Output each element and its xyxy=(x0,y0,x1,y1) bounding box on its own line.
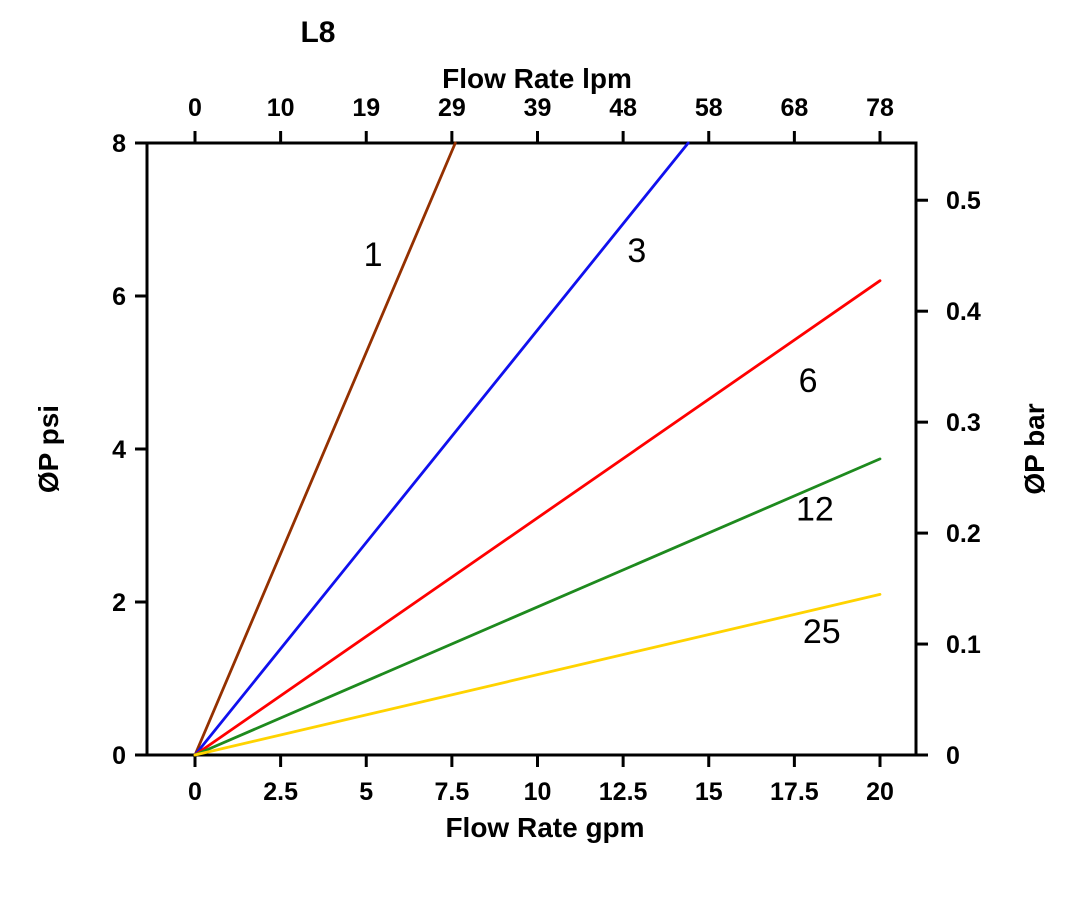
top-axis-tick-label: 10 xyxy=(267,94,295,122)
series-label-1: 1 xyxy=(364,236,383,274)
x-axis-tick-label: 10 xyxy=(524,778,552,806)
x-axis-tick-label: 2.5 xyxy=(263,778,298,806)
right-axis-tick-label: 0.3 xyxy=(946,409,981,437)
y-axis-tick-label: 8 xyxy=(112,130,126,158)
x-axis-tick-label: 15 xyxy=(695,778,723,806)
top-axis-tick-label: 19 xyxy=(352,94,380,122)
top-axis-tick-label: 0 xyxy=(188,94,202,122)
series-line-1 xyxy=(193,141,457,757)
bottom-axis-title: Flow Rate gpm xyxy=(445,812,644,843)
x-axis-tick-label: 0 xyxy=(188,778,202,806)
x-axis-tick-label: 20 xyxy=(866,778,894,806)
y-axis-tick-label: 0 xyxy=(112,742,126,770)
series-label-3: 3 xyxy=(627,232,646,270)
x-axis-tick-label: 7.5 xyxy=(434,778,469,806)
top-axis-tick-label: 68 xyxy=(780,94,808,122)
series-label-25: 25 xyxy=(803,613,841,651)
top-axis-tick-label: 29 xyxy=(438,94,466,122)
x-axis-tick-label: 12.5 xyxy=(599,778,648,806)
right-axis-tick-label: 0.5 xyxy=(946,187,981,215)
series-line-25 xyxy=(193,593,882,757)
right-axis-tick-label: 0.1 xyxy=(946,631,981,659)
right-axis-tick-label: 0 xyxy=(946,742,960,770)
x-axis-tick-label: 17.5 xyxy=(770,778,819,806)
y-axis-tick-label: 2 xyxy=(112,589,126,617)
top-axis-tick-label: 78 xyxy=(866,94,894,122)
series-line-3 xyxy=(193,141,690,757)
left-axis-title: ØP psi xyxy=(33,405,64,493)
y-axis-tick-label: 6 xyxy=(112,283,126,311)
series-label-12: 12 xyxy=(796,491,834,529)
plot-border xyxy=(145,141,918,757)
top-axis-tick-label: 39 xyxy=(524,94,552,122)
top-axis-tick-label: 58 xyxy=(695,94,723,122)
series-line-6 xyxy=(193,279,882,757)
series-line-12 xyxy=(193,457,882,757)
series-label-6: 6 xyxy=(799,362,818,400)
right-axis-title: ØP bar xyxy=(1019,403,1050,494)
right-axis-tick-label: 0.2 xyxy=(946,520,981,548)
top-axis-tick-label: 48 xyxy=(609,94,637,122)
top-axis-title: Flow Rate lpm xyxy=(442,63,632,94)
y-axis-tick-label: 4 xyxy=(112,436,126,464)
chart-title: L8 xyxy=(300,16,335,49)
right-axis-tick-label: 0.4 xyxy=(946,298,981,326)
x-axis-tick-label: 5 xyxy=(359,778,373,806)
